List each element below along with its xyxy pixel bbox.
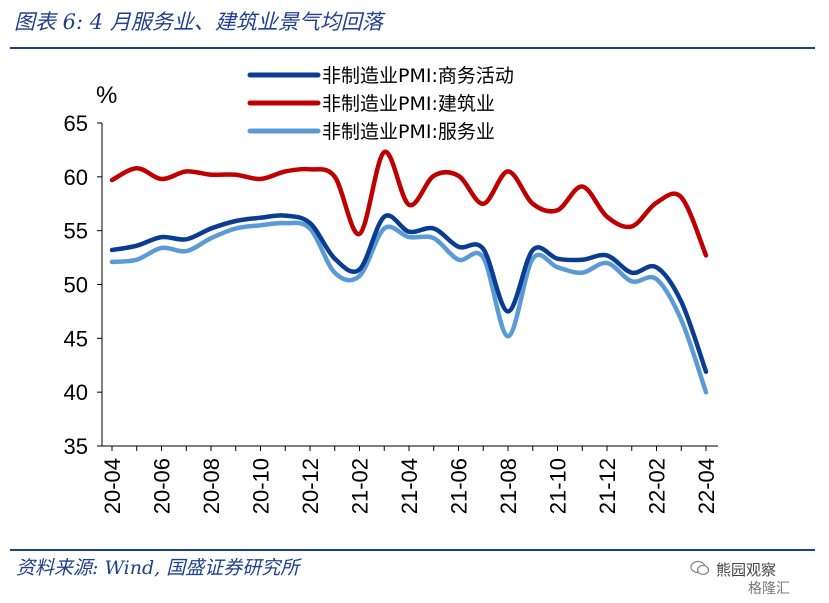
x-tick-label: 21-08: [496, 458, 521, 514]
x-tick-label: 22-02: [645, 458, 670, 514]
legend-label-2: 非制造业PMI:建筑业: [322, 93, 495, 115]
series-line-2: [109, 149, 709, 258]
x-tick-label: 20-12: [298, 458, 323, 514]
x-tick-label: 21-02: [348, 458, 373, 514]
x-tick-label: 21-04: [397, 458, 422, 514]
series-line-3: [109, 220, 709, 395]
watermark-account: 熊园观察: [716, 561, 777, 579]
x-tick-label: 20-04: [100, 458, 125, 514]
y-axis-label: %: [96, 82, 117, 109]
x-tick-label: 21-12: [595, 458, 620, 514]
series-line-1: [109, 213, 709, 374]
line-chart: 35 40 45 50 55 60 65% 20-04 20-06 20-08 20-10 20-12…: [64, 65, 719, 514]
y-tick-label: 50: [64, 273, 88, 298]
y-tick-label: 35: [64, 434, 88, 459]
watermark-site: 格隆汇: [748, 581, 790, 597]
x-tick-label: 20-08: [199, 458, 224, 514]
title-divider: [10, 47, 815, 49]
x-tick-label: 20-10: [249, 458, 274, 514]
wechat-icon: [690, 560, 710, 576]
source-note: 资料来源: Wind, 国盛证券研究所: [16, 557, 300, 579]
legend-label-3: 非制造业PMI:服务业: [322, 121, 495, 143]
x-tick-label: 20-06: [150, 458, 175, 514]
x-tick-label: 22-04: [694, 458, 719, 514]
y-tick-label: 65: [64, 111, 88, 136]
y-tick-label: 60: [64, 165, 88, 190]
legend-label-1: 非制造业PMI:商务活动: [322, 65, 514, 87]
figure-title: 图表 6: 4 月服务业、建筑业景气均回落: [14, 10, 383, 34]
x-tick-label: 21-10: [546, 458, 571, 514]
x-tick-label: 21-06: [447, 458, 472, 514]
y-tick-label: 45: [64, 326, 88, 351]
y-tick-label: 55: [64, 219, 88, 244]
y-tick-label: 40: [64, 380, 88, 405]
source-divider: [10, 549, 815, 551]
